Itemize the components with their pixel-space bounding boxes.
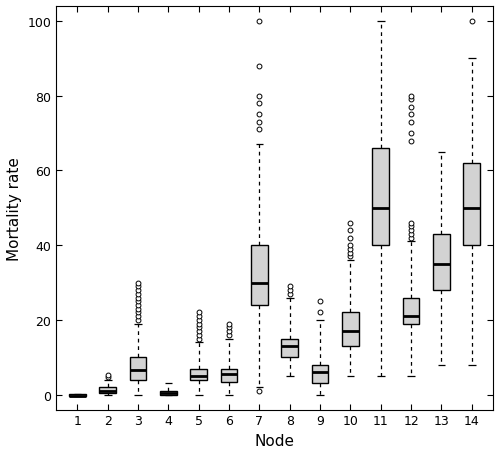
- Bar: [190, 369, 207, 380]
- Bar: [282, 339, 298, 358]
- Bar: [342, 313, 359, 346]
- Bar: [221, 369, 238, 382]
- Bar: [69, 394, 86, 396]
- Bar: [251, 246, 268, 305]
- Bar: [403, 298, 419, 324]
- Y-axis label: Mortality rate: Mortality rate: [7, 157, 22, 260]
- Bar: [312, 365, 328, 384]
- X-axis label: Node: Node: [254, 433, 294, 448]
- Bar: [130, 358, 146, 380]
- Bar: [433, 234, 450, 290]
- Bar: [464, 164, 480, 246]
- Bar: [372, 149, 389, 246]
- Bar: [160, 391, 177, 395]
- Bar: [100, 387, 116, 393]
